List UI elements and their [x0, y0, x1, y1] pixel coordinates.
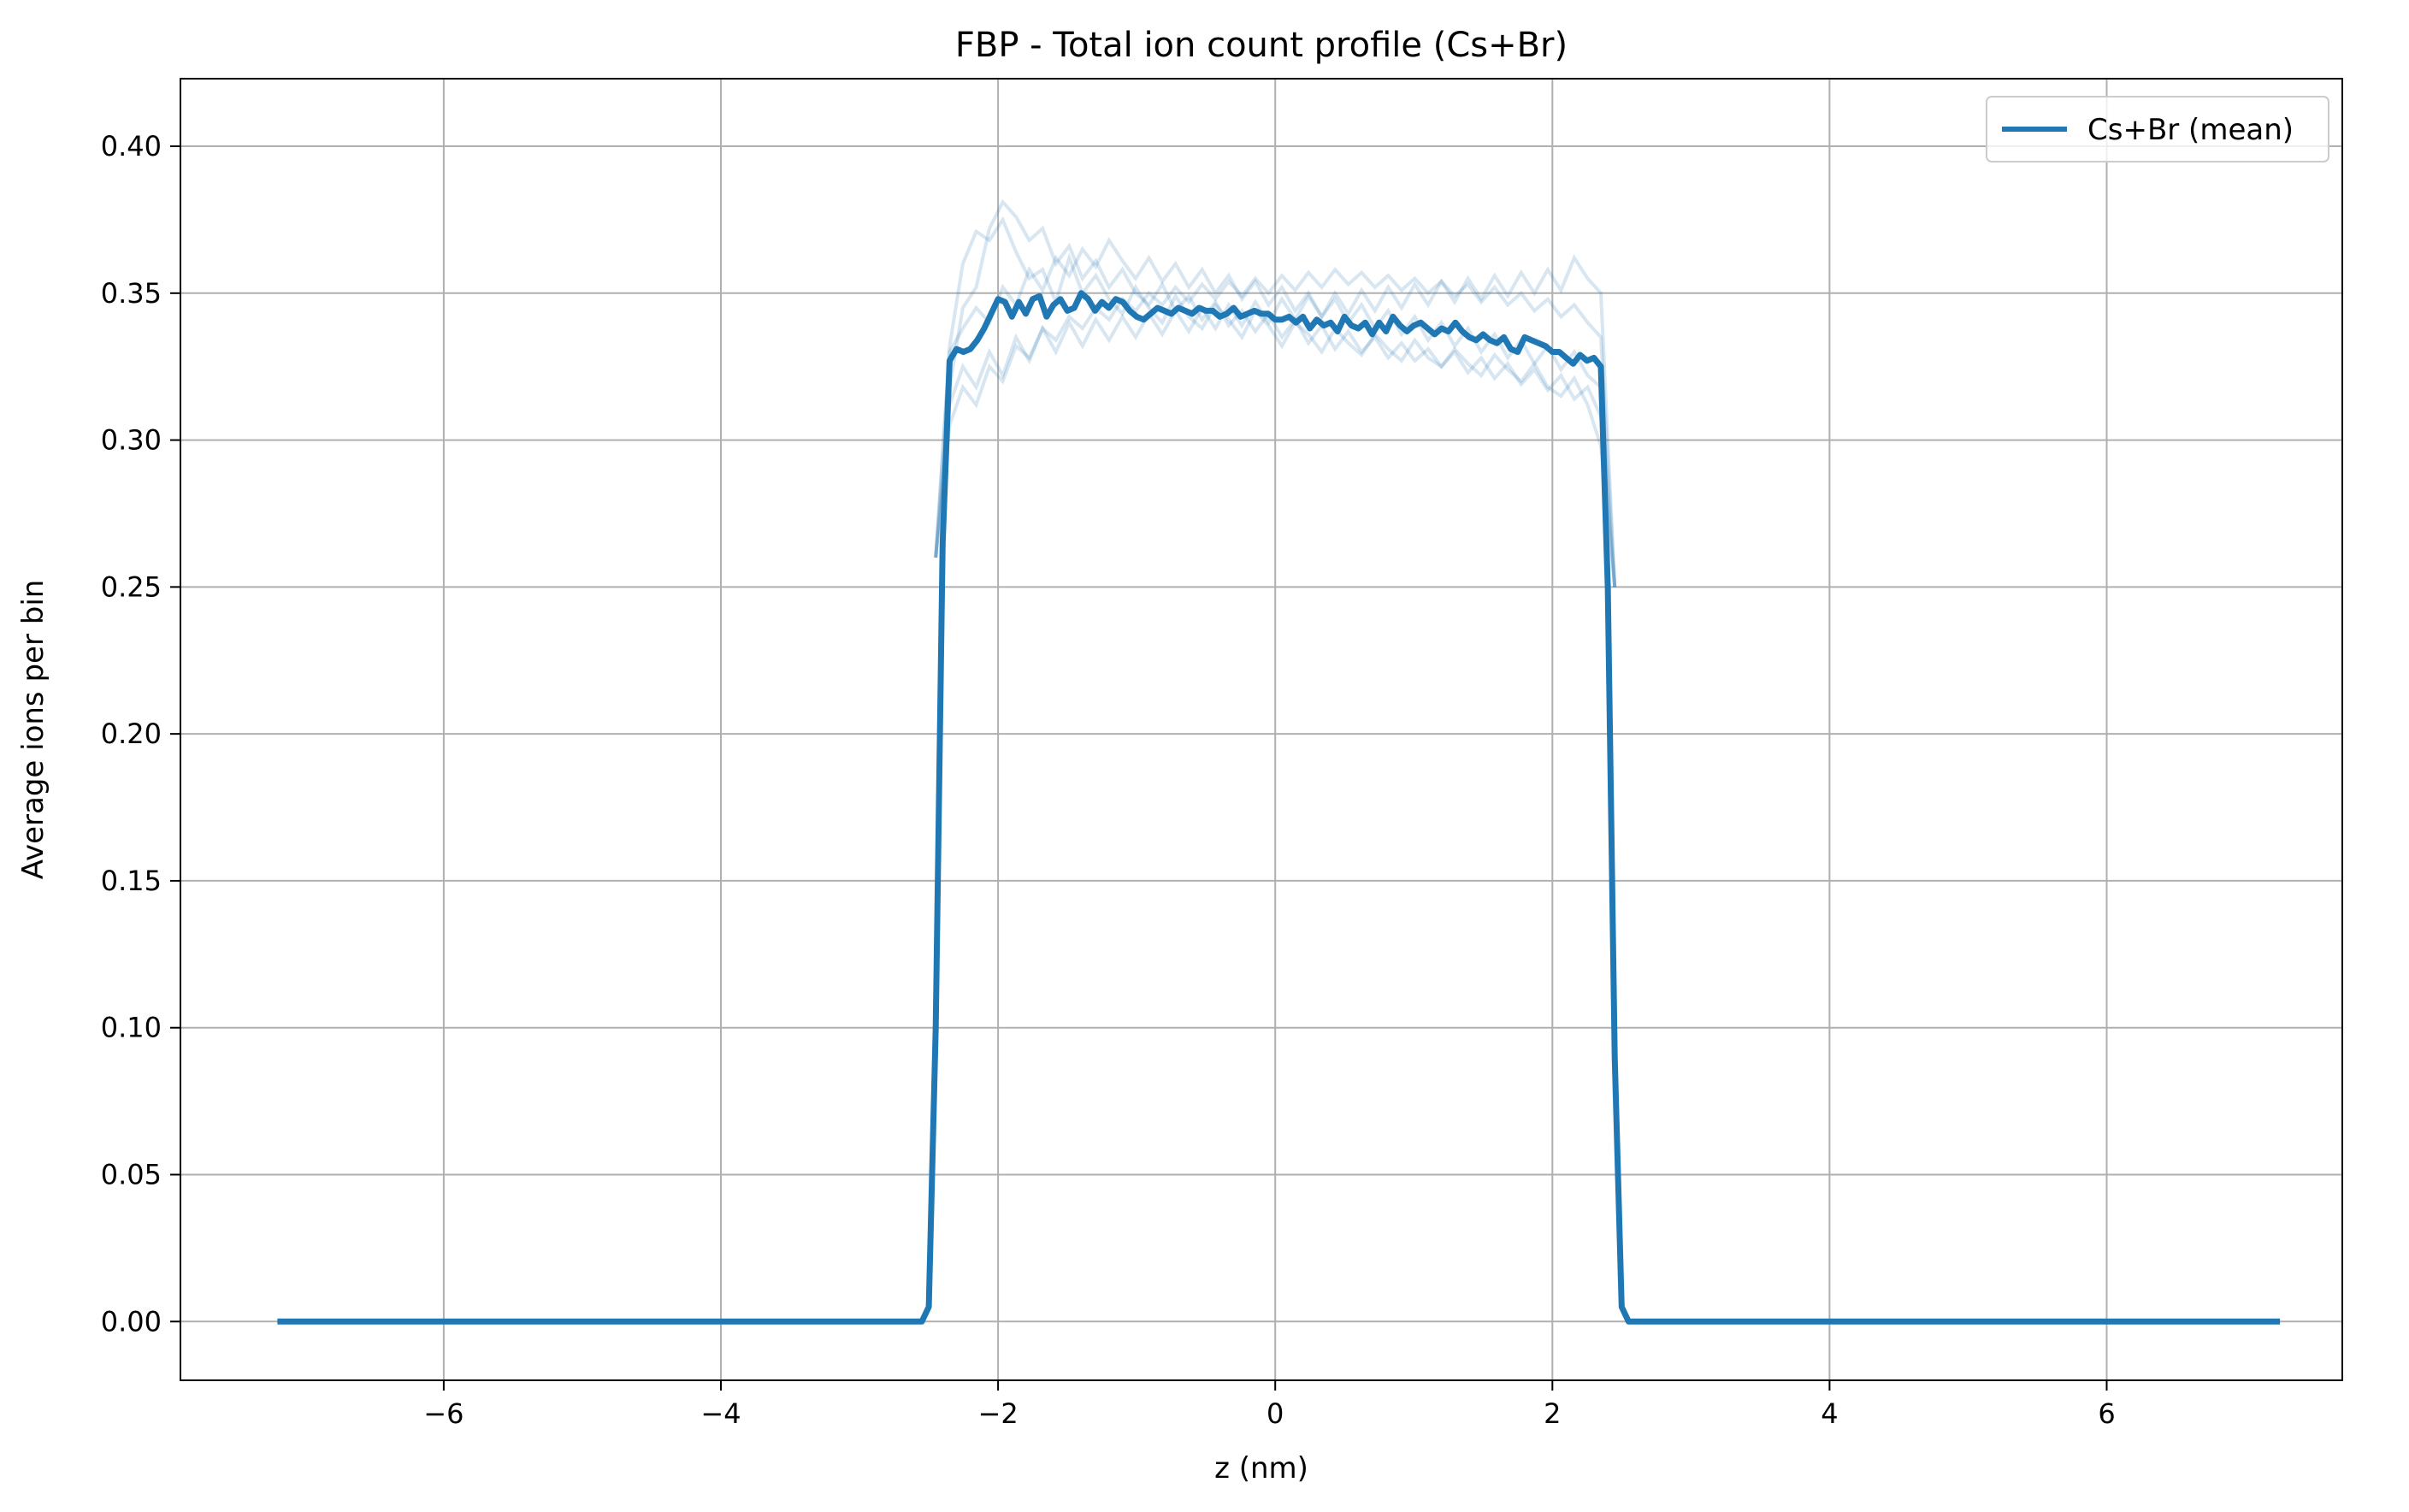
- legend-label: Cs+Br (mean): [2087, 113, 2294, 147]
- x-axis-title: z (nm): [1214, 1451, 1308, 1485]
- chart-title: FBP - Total ion count profile (Cs+Br): [955, 26, 1568, 65]
- replicate-line: [934, 254, 1617, 588]
- y-tick-label: 0.15: [101, 865, 162, 897]
- x-axis-ticks: −6 −4 −2 0 2 4 6: [423, 1380, 2116, 1430]
- x-tick-label: −6: [423, 1397, 463, 1430]
- y-tick-label: 0.35: [101, 277, 162, 310]
- replicate-line: [934, 216, 1617, 588]
- y-axis-title: Average ions per bin: [16, 580, 50, 880]
- x-tick-label: −4: [700, 1397, 741, 1430]
- series-line-cs-br-mean: [277, 290, 2281, 1325]
- x-tick-label: −2: [978, 1397, 1019, 1430]
- y-tick-label: 0.40: [101, 130, 162, 162]
- y-tick-label: 0.10: [101, 1012, 162, 1044]
- series-lines: [277, 290, 2281, 1325]
- y-tick-label: 0.00: [101, 1305, 162, 1338]
- y-tick-label: 0.25: [101, 570, 162, 603]
- y-axis-ticks: 0.00 0.05 0.10 0.15 0.20 0.25 0.30 0.35 0.40: [101, 130, 180, 1338]
- y-tick-label: 0.05: [101, 1159, 162, 1191]
- grid: [180, 79, 2342, 1380]
- x-tick-label: 2: [1544, 1397, 1561, 1430]
- x-tick-label: 0: [1266, 1397, 1284, 1430]
- legend: Cs+Br (mean): [1986, 96, 2329, 162]
- replicate-line: [934, 236, 1617, 588]
- y-tick-label: 0.30: [101, 424, 162, 457]
- replicate-lines: [934, 198, 1617, 588]
- x-tick-label: 4: [1821, 1397, 1838, 1430]
- replicate-line: [934, 198, 1617, 588]
- legend-box: [1986, 96, 2329, 162]
- plot-frame: [180, 78, 2343, 1381]
- y-tick-label: 0.20: [101, 718, 162, 750]
- replicate-line: [934, 267, 1617, 588]
- x-tick-label: 6: [2098, 1397, 2115, 1430]
